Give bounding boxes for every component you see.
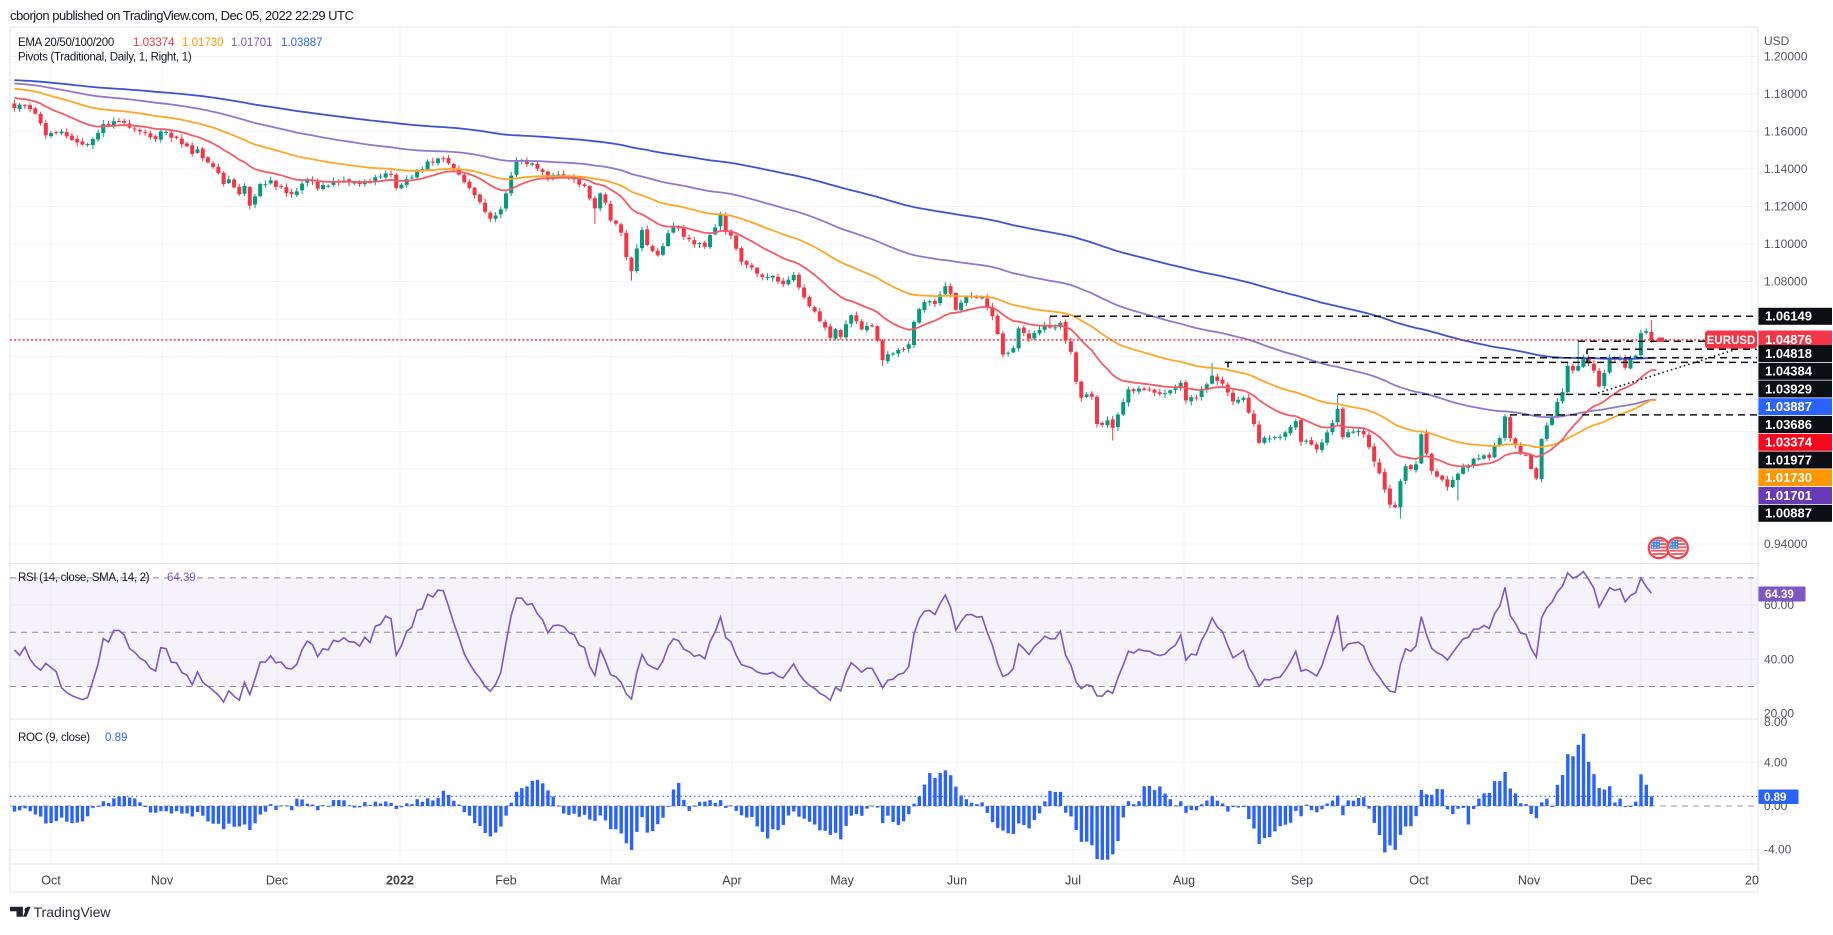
- svg-text:2022: 2022: [386, 874, 414, 888]
- svg-text:1.06149: 1.06149: [1765, 309, 1812, 324]
- svg-text:Apr: Apr: [722, 874, 741, 888]
- svg-text:1.03686: 1.03686: [1765, 417, 1812, 432]
- svg-text:RSI (14, close, SMA, 14, 2): RSI (14, close, SMA, 14, 2): [18, 572, 150, 584]
- svg-text:1.18000: 1.18000: [1764, 87, 1808, 101]
- svg-text:Dec: Dec: [266, 874, 288, 888]
- svg-text:0.89: 0.89: [105, 732, 127, 744]
- svg-text:cborjon published on TradingVi: cborjon published on TradingView.com, De…: [10, 8, 353, 23]
- svg-text:64.39: 64.39: [167, 572, 196, 584]
- svg-text:1.16000: 1.16000: [1764, 125, 1808, 139]
- svg-text:20.00: 20.00: [1764, 707, 1794, 721]
- svg-text:Sep: Sep: [1291, 874, 1313, 888]
- svg-text:Oct: Oct: [1409, 874, 1429, 888]
- svg-text:0.94000: 0.94000: [1764, 537, 1808, 551]
- svg-text:1.03929: 1.03929: [1765, 381, 1812, 396]
- svg-text:ROC (9, close): ROC (9, close): [18, 732, 90, 744]
- svg-text:Jun: Jun: [947, 874, 967, 888]
- svg-text:1.20000: 1.20000: [1764, 50, 1808, 64]
- svg-text:1.10000: 1.10000: [1764, 237, 1808, 251]
- svg-text:Dec: Dec: [1630, 874, 1652, 888]
- svg-text:1.01977: 1.01977: [1765, 452, 1812, 467]
- svg-text:1.01730: 1.01730: [1765, 470, 1812, 485]
- svg-text:40.00: 40.00: [1764, 652, 1794, 666]
- svg-text:USD: USD: [1764, 34, 1790, 48]
- svg-text:1.04384: 1.04384: [1765, 364, 1813, 379]
- svg-text:1.00887: 1.00887: [1765, 506, 1812, 521]
- svg-text:Pivots (Traditional, Daily, 1,: Pivots (Traditional, Daily, 1, Right, 1): [18, 52, 192, 64]
- svg-text:EURUSD: EURUSD: [1707, 335, 1756, 347]
- svg-text:1.14000: 1.14000: [1764, 162, 1808, 176]
- svg-text:Feb: Feb: [495, 874, 517, 888]
- svg-text:Nov: Nov: [151, 874, 174, 888]
- svg-text:Mar: Mar: [600, 874, 622, 888]
- svg-text:May: May: [830, 874, 854, 888]
- svg-text:1.03887: 1.03887: [281, 37, 323, 49]
- svg-text:1.03887: 1.03887: [1765, 399, 1812, 414]
- svg-text:1.04876: 1.04876: [1765, 332, 1812, 347]
- svg-text:4.00: 4.00: [1764, 755, 1788, 769]
- svg-text:1.01730: 1.01730: [182, 37, 224, 49]
- svg-text:1.12000: 1.12000: [1764, 200, 1808, 214]
- svg-text:1.08000: 1.08000: [1764, 275, 1808, 289]
- svg-text:1.03374: 1.03374: [133, 37, 175, 49]
- svg-text:64.39: 64.39: [1765, 589, 1794, 601]
- svg-text:1.01701: 1.01701: [231, 37, 273, 49]
- svg-text:-4.00: -4.00: [1764, 843, 1792, 857]
- svg-text:0.89: 0.89: [1764, 792, 1786, 804]
- svg-text:Jul: Jul: [1065, 874, 1081, 888]
- svg-text:1.04818: 1.04818: [1765, 346, 1812, 361]
- svg-text:Oct: Oct: [41, 874, 61, 888]
- svg-text:8.00: 8.00: [1764, 715, 1788, 729]
- svg-text:20: 20: [1745, 874, 1759, 888]
- svg-text:Nov: Nov: [1518, 874, 1541, 888]
- svg-text:TradingView: TradingView: [34, 904, 112, 920]
- svg-text:Aug: Aug: [1173, 874, 1195, 888]
- svg-text:EMA 20/50/100/200: EMA 20/50/100/200: [18, 37, 114, 49]
- svg-text:1.03374: 1.03374: [1765, 435, 1813, 450]
- svg-text:1.01701: 1.01701: [1765, 488, 1812, 503]
